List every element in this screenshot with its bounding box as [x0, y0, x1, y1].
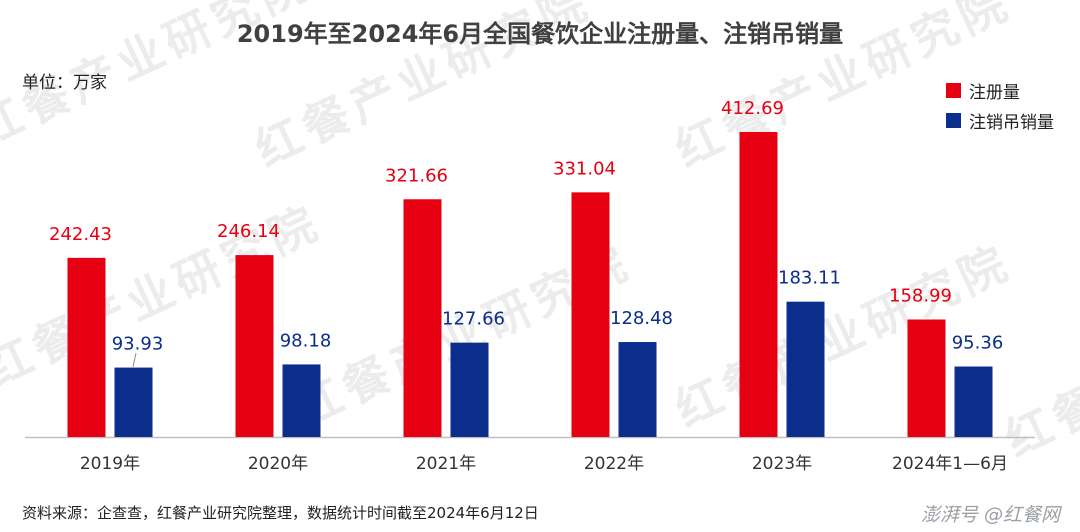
data-label-registered-1: 246.14: [217, 221, 280, 242]
unit-label: 单位：万家: [22, 73, 107, 93]
bar-registered-5: [907, 319, 946, 437]
x-tick-label-0: 2019年: [80, 454, 140, 474]
data-label-cancelled-3: 128.48: [610, 308, 673, 329]
data-label-cancelled-5: 95.36: [952, 333, 1004, 354]
x-tick-label-1: 2020年: [248, 454, 308, 474]
bar-registered-3: [571, 192, 610, 437]
data-label-cancelled-0: 93.93: [112, 334, 164, 355]
legend-label-cancelled: 注销吊销量: [969, 112, 1054, 133]
footer-brand: 澎湃号 @红餐网: [920, 504, 1060, 526]
data-label-cancelled-2: 127.66: [442, 309, 505, 330]
data-label-registered-3: 331.04: [553, 158, 616, 179]
bar-cancelled-5: [954, 366, 993, 437]
bar-cancelled-3: [618, 342, 657, 437]
bar-cancelled-4: [786, 301, 825, 437]
bar-registered-1: [235, 255, 274, 437]
legend-swatch-registered: [946, 82, 961, 98]
leader-line: [132, 352, 137, 368]
legend: 注册量 注销吊销量: [946, 76, 1054, 136]
legend-swatch-cancelled: [946, 112, 961, 128]
source-note: 资料来源：企查查，红餐产业研究院整理，数据统计时间截至2024年6月12日: [22, 504, 539, 522]
data-label-registered-0: 242.43: [49, 224, 112, 245]
bar-registered-0: [67, 257, 106, 437]
bar-registered-4: [739, 132, 778, 437]
data-label-registered-4: 412.69: [721, 98, 784, 119]
x-tick-label-2: 2021年: [416, 454, 476, 474]
bar-registered-2: [403, 199, 442, 437]
bar-cancelled-0: [114, 367, 153, 437]
data-label-cancelled-4: 183.11: [778, 268, 841, 289]
x-tick-label-3: 2022年: [584, 454, 644, 474]
legend-item-cancelled: 注销吊销量: [946, 106, 1054, 134]
bar-cancelled-2: [450, 342, 489, 437]
x-tick-label-4: 2023年: [752, 454, 812, 474]
chart-title: 2019年至2024年6月全国餐饮企业注册量、注销吊销量: [236, 20, 844, 48]
data-label-registered-5: 158.99: [889, 285, 952, 306]
bar-cancelled-1: [282, 364, 321, 437]
legend-item-registered: 注册量: [946, 76, 1054, 104]
x-tick-label-5: 2024年1—6月: [892, 454, 1008, 474]
legend-label-registered: 注册量: [969, 82, 1020, 103]
data-label-registered-2: 321.66: [385, 165, 448, 186]
data-label-cancelled-1: 98.18: [280, 330, 332, 351]
